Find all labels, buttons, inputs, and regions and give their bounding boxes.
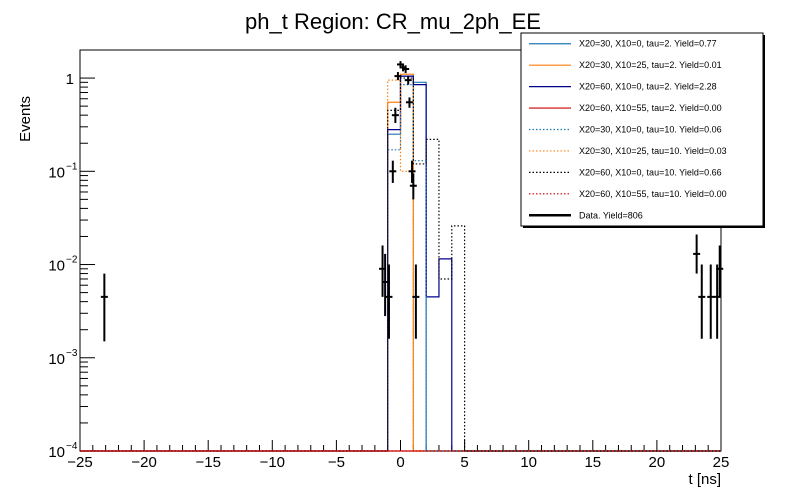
x-axis-label: t [ns]	[688, 471, 721, 488]
legend-label: X20=30, X10=25, tau=2. Yield=0.01	[579, 60, 722, 70]
x-tick-label: −5	[328, 454, 345, 471]
legend-entry-data: Data. Yield=806	[529, 210, 643, 220]
x-tick-label: 15	[584, 454, 601, 471]
data-point	[716, 245, 724, 297]
legend-label: X20=60, X10=0, tau=10. Yield=0.66	[579, 167, 722, 177]
data-point	[412, 264, 420, 339]
y-tick-exponent: −1	[66, 161, 78, 172]
legend-entry-0: X20=30, X10=0, tau=2. Yield=0.77	[529, 39, 717, 49]
y-tick-label: 10	[48, 164, 65, 181]
data-point	[391, 107, 399, 123]
x-tick-label: 5	[460, 454, 468, 471]
legend: X20=30, X10=0, tau=2. Yield=0.77 X20=30, …	[520, 32, 765, 228]
data-point	[381, 253, 389, 317]
legend-entry-1: X20=30, X10=25, tau=2. Yield=0.01	[529, 60, 722, 70]
data-point	[408, 160, 416, 183]
y-tick-exponent: −4	[66, 441, 78, 452]
data-point	[394, 72, 402, 81]
legend-entry-4: X20=30, X10=0, tau=10. Yield=0.06	[529, 125, 722, 135]
x-tick-label: −25	[67, 454, 92, 471]
data-point	[693, 234, 701, 274]
y-tick-exponent: −3	[66, 348, 78, 359]
series-6-histogram	[80, 77, 721, 452]
legend-entry-3: X20=60, X10=55, tau=2. Yield=0.00	[529, 103, 722, 113]
legend-label: X20=30, X10=0, tau=10. Yield=0.06	[579, 125, 722, 135]
x-tick-label: −20	[131, 454, 156, 471]
y-axis-label: Events	[17, 96, 34, 142]
legend-entry-6: X20=60, X10=0, tau=10. Yield=0.66	[529, 167, 722, 177]
legend-entry-2: X20=60, X10=0, tau=2. Yield=2.28	[529, 82, 717, 92]
data-point	[409, 173, 417, 200]
legend-label: Data. Yield=806	[579, 210, 643, 220]
y-tick-exponent: −2	[66, 255, 78, 266]
x-tick-label: 10	[520, 454, 537, 471]
legend-label: X20=30, X10=25, tau=10. Yield=0.03	[579, 146, 727, 156]
y-tick-label: 10	[48, 351, 65, 368]
x-tick-label: 25	[713, 454, 730, 471]
chart-title: ph_t Region: CR_mu_2ph_EE	[245, 9, 541, 34]
y-tick-label: 10	[48, 444, 65, 461]
x-tick-label: −10	[260, 454, 285, 471]
legend-label: X20=60, X10=55, tau=2. Yield=0.00	[579, 103, 722, 113]
x-tick-label: 0	[396, 454, 404, 471]
legend-label: X20=30, X10=0, tau=2. Yield=0.77	[579, 39, 717, 49]
data-point	[100, 273, 108, 342]
data-point	[698, 264, 706, 339]
data-point	[385, 264, 393, 339]
y-tick-label: 10	[48, 258, 65, 275]
data-point	[707, 264, 715, 339]
data-point	[402, 65, 410, 74]
x-tick-label: 20	[649, 454, 666, 471]
legend-label: X20=60, X10=55, tau=10. Yield=0.00	[579, 189, 727, 199]
data-point	[389, 160, 397, 183]
y-tick-label: 1	[66, 71, 74, 88]
data-point	[404, 76, 412, 85]
legend-entry-5: X20=30, X10=25, tau=10. Yield=0.03	[529, 146, 727, 156]
x-tick-label: −15	[195, 454, 220, 471]
data-point	[405, 97, 413, 108]
legend-entry-7: X20=60, X10=55, tau=10. Yield=0.00	[529, 189, 727, 199]
legend-label: X20=60, X10=0, tau=2. Yield=2.28	[579, 82, 717, 92]
